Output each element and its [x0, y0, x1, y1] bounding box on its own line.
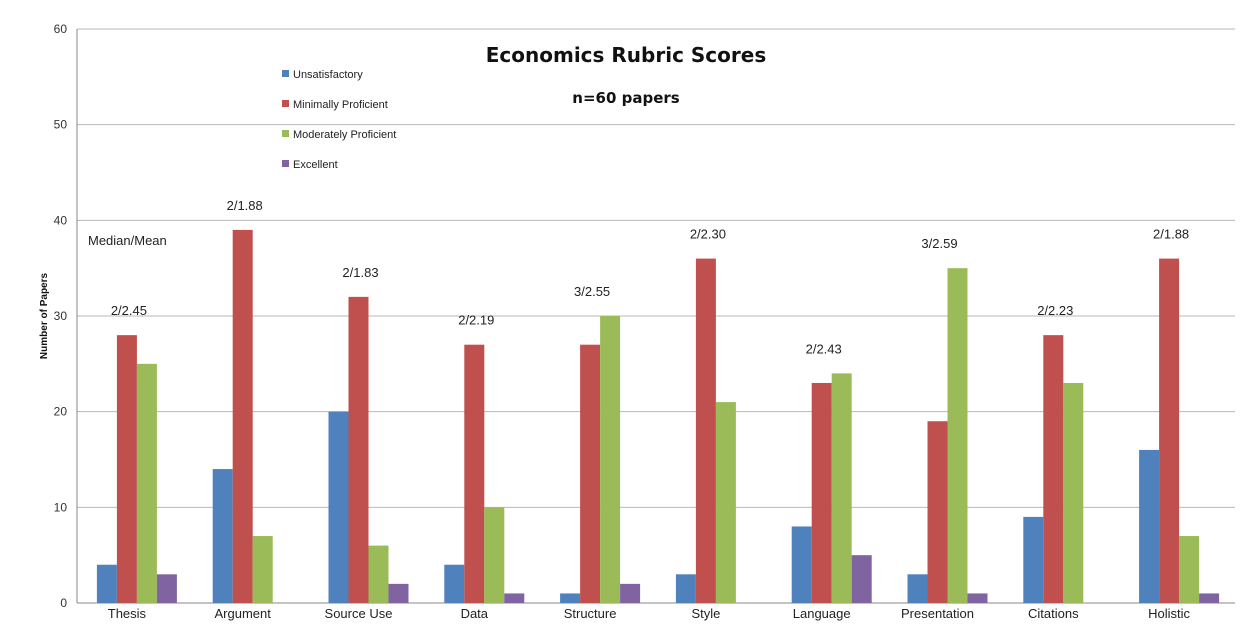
x-tick-label: Presentation	[901, 606, 974, 621]
bar-data-excellent	[504, 593, 525, 603]
x-tick-label: Citations	[1028, 606, 1079, 621]
bar-structure-minimally-proficient	[580, 344, 601, 603]
labels: 0 10 20 30 40 50 60 Thesis 2/2.45 Argument 2/1.88 S…	[54, 22, 1191, 621]
bar-structure-moderately-proficient	[600, 316, 621, 603]
median-mean-annotation: 3/2.55	[574, 284, 610, 299]
median-mean-annotation: 3/2.59	[921, 236, 957, 251]
y-tick-label: 50	[54, 118, 68, 132]
median-mean-annotation: 2/1.88	[1153, 227, 1189, 242]
x-tick-label: Source Use	[325, 606, 393, 621]
bar-style-minimally-proficient	[695, 258, 716, 603]
bar-data-unsatisfactory	[444, 564, 465, 603]
x-tick-label: Argument	[215, 606, 272, 621]
y-tick-label: 20	[54, 405, 68, 419]
bar-presentation-minimally-proficient	[927, 421, 948, 603]
legend-swatch	[282, 130, 289, 137]
bar-language-unsatisfactory	[791, 526, 812, 603]
bar-style-unsatisfactory	[675, 574, 696, 603]
y-tick-label: 40	[54, 213, 68, 227]
y-tick-label: 30	[54, 309, 68, 323]
bar-data-minimally-proficient	[464, 344, 485, 603]
legend: Unsatisfactory Minimally Proficient Modera…	[282, 69, 396, 171]
x-tick-label: Style	[691, 606, 720, 621]
bar-citations-moderately-proficient	[1063, 382, 1084, 603]
median-mean-annotation: 2/2.23	[1037, 303, 1073, 318]
y-tick-label: 10	[54, 500, 68, 514]
x-tick-label: Language	[793, 606, 851, 621]
bar-language-minimally-proficient	[811, 382, 832, 603]
legend-entry: Excellent	[293, 159, 338, 171]
x-tick-label: Thesis	[108, 606, 147, 621]
bar-holistic-minimally-proficient	[1159, 258, 1180, 603]
bar-thesis-unsatisfactory	[96, 564, 117, 603]
bar-thesis-minimally-proficient	[116, 335, 137, 603]
median-mean-annotation: 2/2.19	[458, 313, 494, 328]
x-tick-label: Structure	[564, 606, 617, 621]
bars	[96, 229, 1220, 603]
bar-citations-unsatisfactory	[1023, 516, 1044, 603]
bar-structure-excellent	[620, 583, 641, 603]
bar-source-use-excellent	[388, 583, 409, 603]
median-mean-annotation: 2/1.83	[342, 265, 378, 280]
bar-holistic-excellent	[1199, 593, 1220, 603]
y-tick-label: 60	[54, 22, 68, 36]
bar-argument-minimally-proficient	[232, 229, 253, 603]
median-mean-annotation: 2/2.30	[690, 227, 726, 242]
y-tick-label: 0	[60, 596, 67, 610]
bar-holistic-unsatisfactory	[1139, 449, 1160, 603]
legend-entry: Moderately Proficient	[293, 129, 396, 141]
median-mean-annotation: 2/2.43	[806, 341, 842, 356]
legend-swatch	[282, 100, 289, 107]
bar-holistic-moderately-proficient	[1179, 536, 1200, 603]
bar-argument-moderately-proficient	[252, 536, 273, 603]
bar-citations-minimally-proficient	[1043, 335, 1064, 603]
x-tick-label: Data	[461, 606, 489, 621]
gridlines	[76, 28, 1235, 604]
bar-thesis-moderately-proficient	[136, 363, 157, 603]
legend-entry: Unsatisfactory	[293, 69, 363, 81]
bar-source-use-moderately-proficient	[368, 545, 389, 603]
bar-language-moderately-proficient	[831, 373, 852, 603]
legend-entry: Minimally Proficient	[293, 99, 388, 111]
bar-thesis-excellent	[156, 574, 177, 603]
bar-presentation-unsatisfactory	[907, 574, 928, 603]
bar-language-excellent	[851, 555, 872, 603]
chart-subtitle: n=60 papers	[572, 89, 680, 107]
bar-source-use-unsatisfactory	[328, 411, 349, 603]
annotation-header: Median/Mean	[88, 233, 167, 248]
bar-argument-unsatisfactory	[212, 469, 233, 603]
median-mean-annotation: 2/2.45	[111, 303, 147, 318]
bar-data-moderately-proficient	[484, 507, 505, 603]
legend-swatch	[282, 70, 289, 77]
bar-presentation-excellent	[967, 593, 988, 603]
bar-presentation-moderately-proficient	[947, 268, 968, 603]
median-mean-annotation: 2/1.88	[227, 198, 263, 213]
legend-swatch	[282, 160, 289, 167]
bar-style-moderately-proficient	[715, 402, 736, 603]
chart-title: Economics Rubric Scores	[486, 43, 766, 67]
bar-structure-unsatisfactory	[560, 593, 581, 603]
x-tick-label: Holistic	[1148, 606, 1190, 621]
y-axis-label: Number of Papers	[39, 272, 50, 359]
bar-source-use-minimally-proficient	[348, 296, 369, 603]
